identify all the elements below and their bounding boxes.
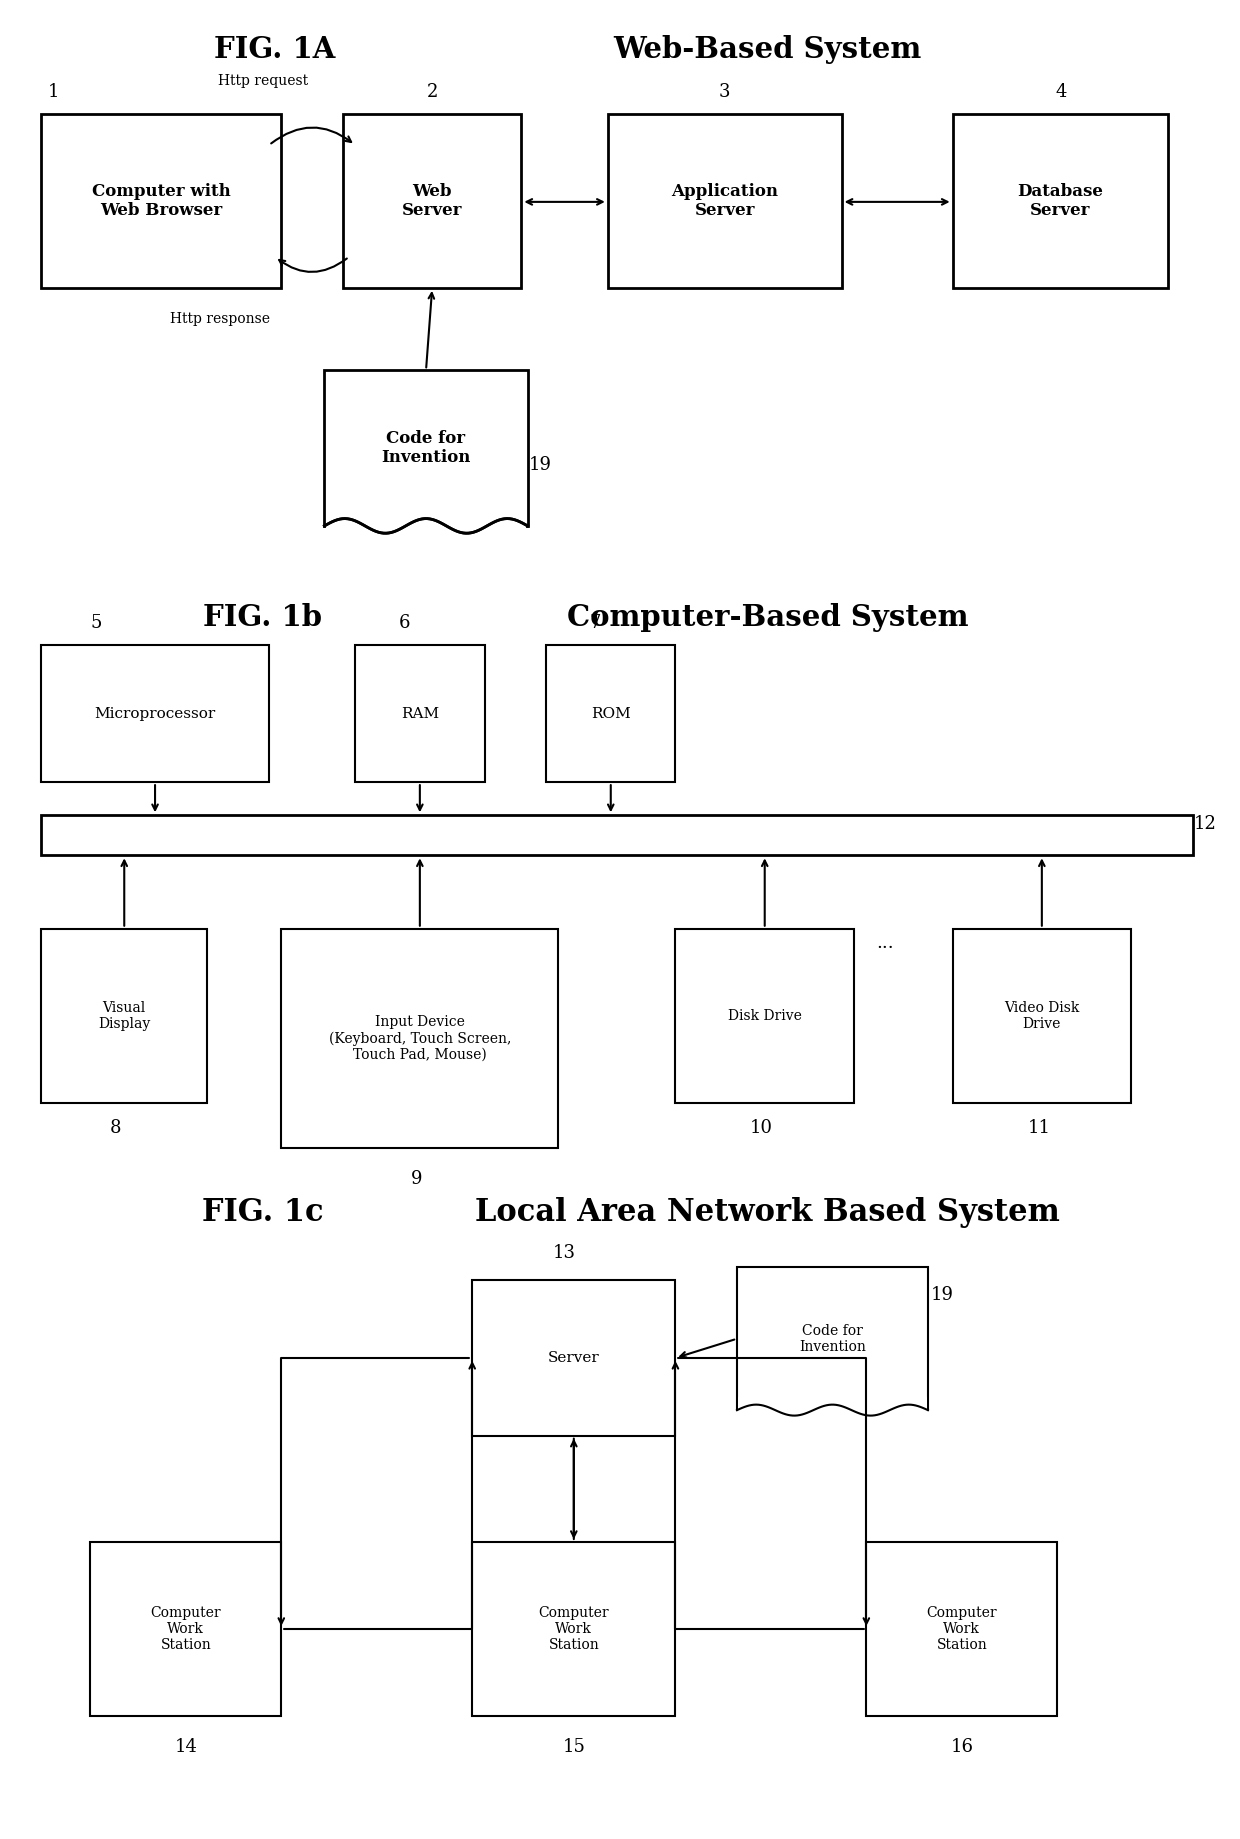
FancyBboxPatch shape xyxy=(608,114,842,289)
Text: Code for
Invention: Code for Invention xyxy=(799,1324,866,1354)
Text: 3: 3 xyxy=(719,83,730,101)
Text: 16: 16 xyxy=(951,1738,973,1756)
Text: Server: Server xyxy=(548,1352,600,1365)
Text: Video Disk
Drive: Video Disk Drive xyxy=(1004,1000,1080,1030)
FancyBboxPatch shape xyxy=(325,370,528,526)
FancyBboxPatch shape xyxy=(41,929,207,1103)
Text: 13: 13 xyxy=(553,1243,577,1262)
Text: RAM: RAM xyxy=(401,706,439,721)
Text: Web-Based System: Web-Based System xyxy=(614,35,921,64)
Text: Input Device
(Keyboard, Touch Screen,
Touch Pad, Mouse): Input Device (Keyboard, Touch Screen, To… xyxy=(329,1015,511,1061)
Text: Microprocessor: Microprocessor xyxy=(94,706,216,721)
Bar xyxy=(326,509,527,531)
Text: 8: 8 xyxy=(109,1120,120,1137)
Text: Computer
Work
Station: Computer Work Station xyxy=(150,1605,221,1651)
FancyBboxPatch shape xyxy=(472,1541,676,1716)
Text: 15: 15 xyxy=(563,1738,585,1756)
FancyBboxPatch shape xyxy=(41,114,281,289)
FancyBboxPatch shape xyxy=(546,645,676,782)
FancyBboxPatch shape xyxy=(41,815,1193,855)
Text: 5: 5 xyxy=(91,614,102,633)
Text: Computer
Work
Station: Computer Work Station xyxy=(926,1605,997,1651)
Text: Database
Server: Database Server xyxy=(1017,182,1104,219)
FancyBboxPatch shape xyxy=(41,645,269,782)
Text: Computer-Based System: Computer-Based System xyxy=(567,603,968,633)
Bar xyxy=(738,1398,926,1416)
FancyBboxPatch shape xyxy=(281,929,558,1148)
Text: 2: 2 xyxy=(427,83,439,101)
Text: Application
Server: Application Server xyxy=(671,182,779,219)
FancyBboxPatch shape xyxy=(343,114,522,289)
Text: 10: 10 xyxy=(750,1120,774,1137)
Text: Code for
Invention: Code for Invention xyxy=(382,430,471,467)
Text: 11: 11 xyxy=(1027,1120,1050,1137)
Text: 4: 4 xyxy=(1055,83,1066,101)
Text: 7: 7 xyxy=(590,614,601,633)
Text: FIG. 1c: FIG. 1c xyxy=(202,1197,324,1228)
FancyBboxPatch shape xyxy=(472,1280,676,1436)
Text: 12: 12 xyxy=(1194,815,1216,833)
FancyBboxPatch shape xyxy=(676,929,854,1103)
Text: ...: ... xyxy=(875,934,894,953)
Text: Visual
Display: Visual Display xyxy=(98,1000,150,1030)
Text: Disk Drive: Disk Drive xyxy=(728,1008,801,1022)
Text: 9: 9 xyxy=(410,1170,423,1188)
Text: ROM: ROM xyxy=(591,706,631,721)
Text: Http response: Http response xyxy=(170,313,270,326)
Text: 19: 19 xyxy=(528,456,552,474)
Text: Local Area Network Based System: Local Area Network Based System xyxy=(475,1197,1060,1228)
FancyBboxPatch shape xyxy=(355,645,485,782)
Text: Computer with
Web Browser: Computer with Web Browser xyxy=(92,182,231,219)
FancyBboxPatch shape xyxy=(867,1541,1058,1716)
FancyBboxPatch shape xyxy=(952,114,1168,289)
Text: Computer
Work
Station: Computer Work Station xyxy=(538,1605,609,1651)
Text: 6: 6 xyxy=(399,614,410,633)
FancyBboxPatch shape xyxy=(952,929,1131,1103)
Text: 19: 19 xyxy=(931,1285,955,1304)
Text: Web
Server: Web Server xyxy=(402,182,463,219)
Text: Http request: Http request xyxy=(218,74,308,88)
FancyBboxPatch shape xyxy=(91,1541,281,1716)
Text: FIG. 1A: FIG. 1A xyxy=(215,35,336,64)
Text: 14: 14 xyxy=(175,1738,198,1756)
Text: 1: 1 xyxy=(47,83,60,101)
Text: FIG. 1b: FIG. 1b xyxy=(203,603,322,633)
FancyBboxPatch shape xyxy=(737,1267,928,1411)
